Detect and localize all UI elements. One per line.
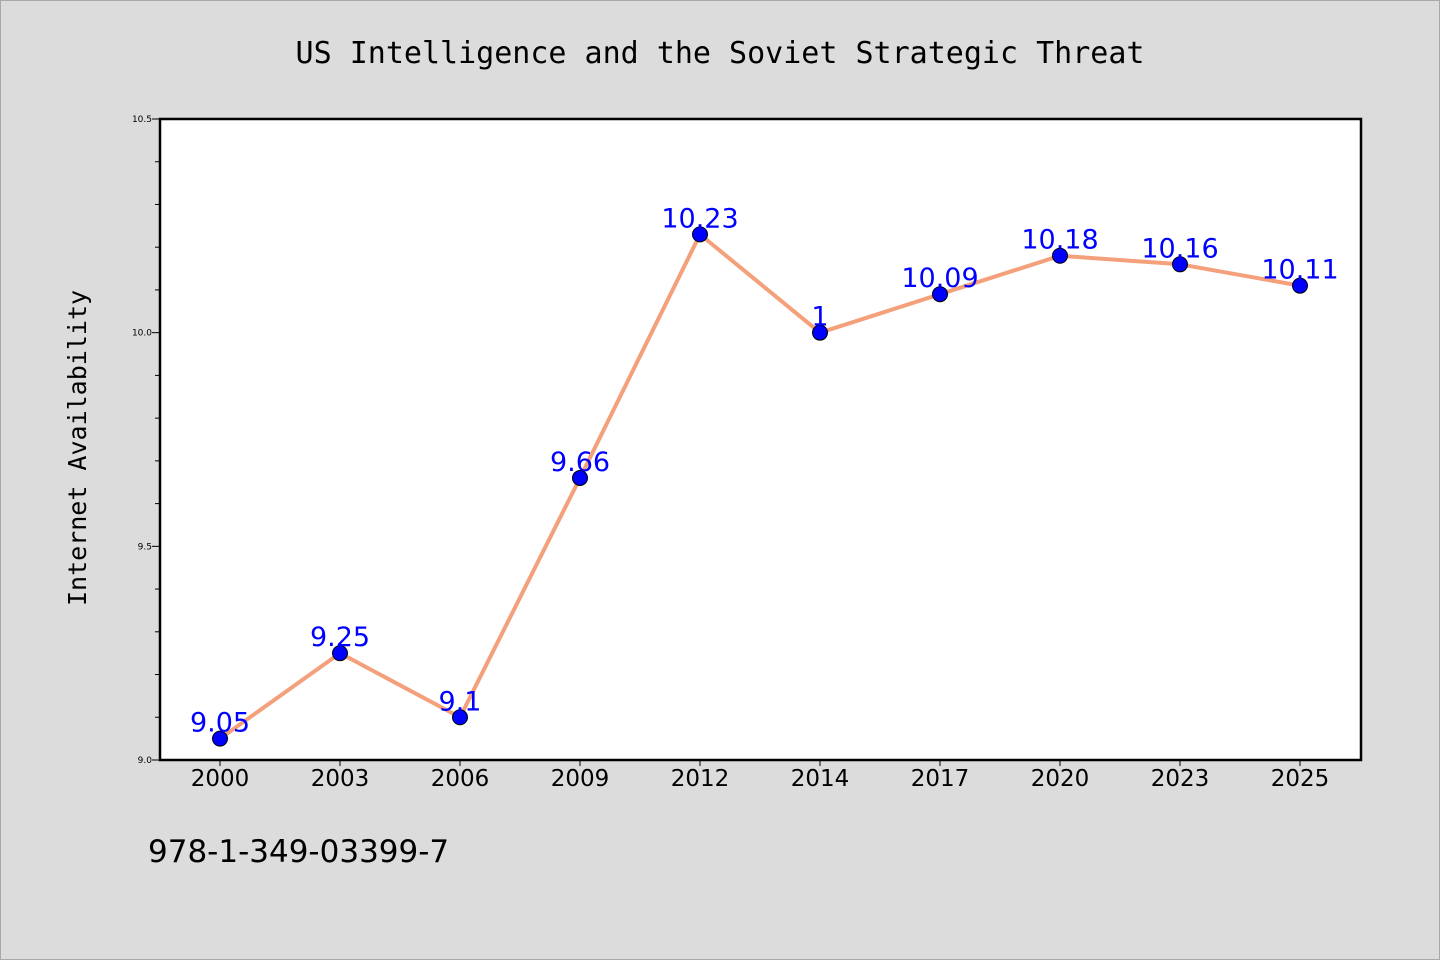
data-label: 9.1 [439, 686, 482, 717]
data-label: 10.11 [1261, 255, 1338, 286]
data-point [1052, 247, 1068, 264]
data-point [332, 645, 348, 662]
data-point [572, 469, 588, 486]
data-point [812, 324, 828, 341]
data-point [932, 286, 948, 303]
y-tick-label: 9.0 [138, 756, 153, 766]
y-tick-label: 9.5 [138, 542, 152, 552]
data-label: 10.23 [661, 203, 738, 234]
x-tick-label: 2020 [1031, 766, 1090, 792]
data-label: 9.66 [550, 447, 610, 478]
x-tick-label: 2017 [911, 766, 970, 792]
isbn-text: 978-1-349-03399-7 [148, 834, 450, 870]
x-tick-label: 2023 [1151, 766, 1210, 792]
data-label: 9.05 [190, 708, 250, 739]
data-label: 10.18 [1021, 225, 1098, 256]
data-labels-layer: 9.05 9.25 9.1 9.66 10.23 1 10.09 10.18 10.16 10.1… [190, 203, 1339, 738]
x-tick-label: 2014 [791, 766, 850, 792]
y-tick-label: 10.5 [132, 115, 152, 125]
x-tick-label: 2025 [1271, 766, 1330, 792]
data-point [212, 730, 228, 747]
y-axis-label: Internet Availability [63, 290, 92, 606]
axes-layer: 9.0 9.5 10.0 10.5 2000 2003 2006 2009 2012 2014 20… [132, 115, 1329, 792]
x-tick-label: 2009 [551, 766, 610, 792]
data-label: 1 [811, 302, 828, 333]
data-point [1172, 256, 1188, 273]
series-layer [212, 226, 1308, 747]
plot-area [158, 117, 1363, 762]
data-label: 9.25 [310, 622, 370, 653]
x-tick-label: 2000 [191, 766, 250, 792]
x-tick-label: 2012 [671, 766, 730, 792]
data-point [452, 709, 468, 726]
y-tick-label: 10.0 [132, 329, 152, 339]
data-label: 10.09 [901, 263, 978, 294]
data-label: 10.16 [1141, 233, 1218, 264]
series-line [218, 232, 1302, 741]
chart-title: US Intelligence and the Soviet Strategic… [296, 36, 1145, 71]
x-tick-label: 2003 [311, 766, 370, 792]
x-tick-label: 2006 [431, 766, 490, 792]
data-point [692, 226, 708, 243]
data-point [1292, 277, 1308, 294]
